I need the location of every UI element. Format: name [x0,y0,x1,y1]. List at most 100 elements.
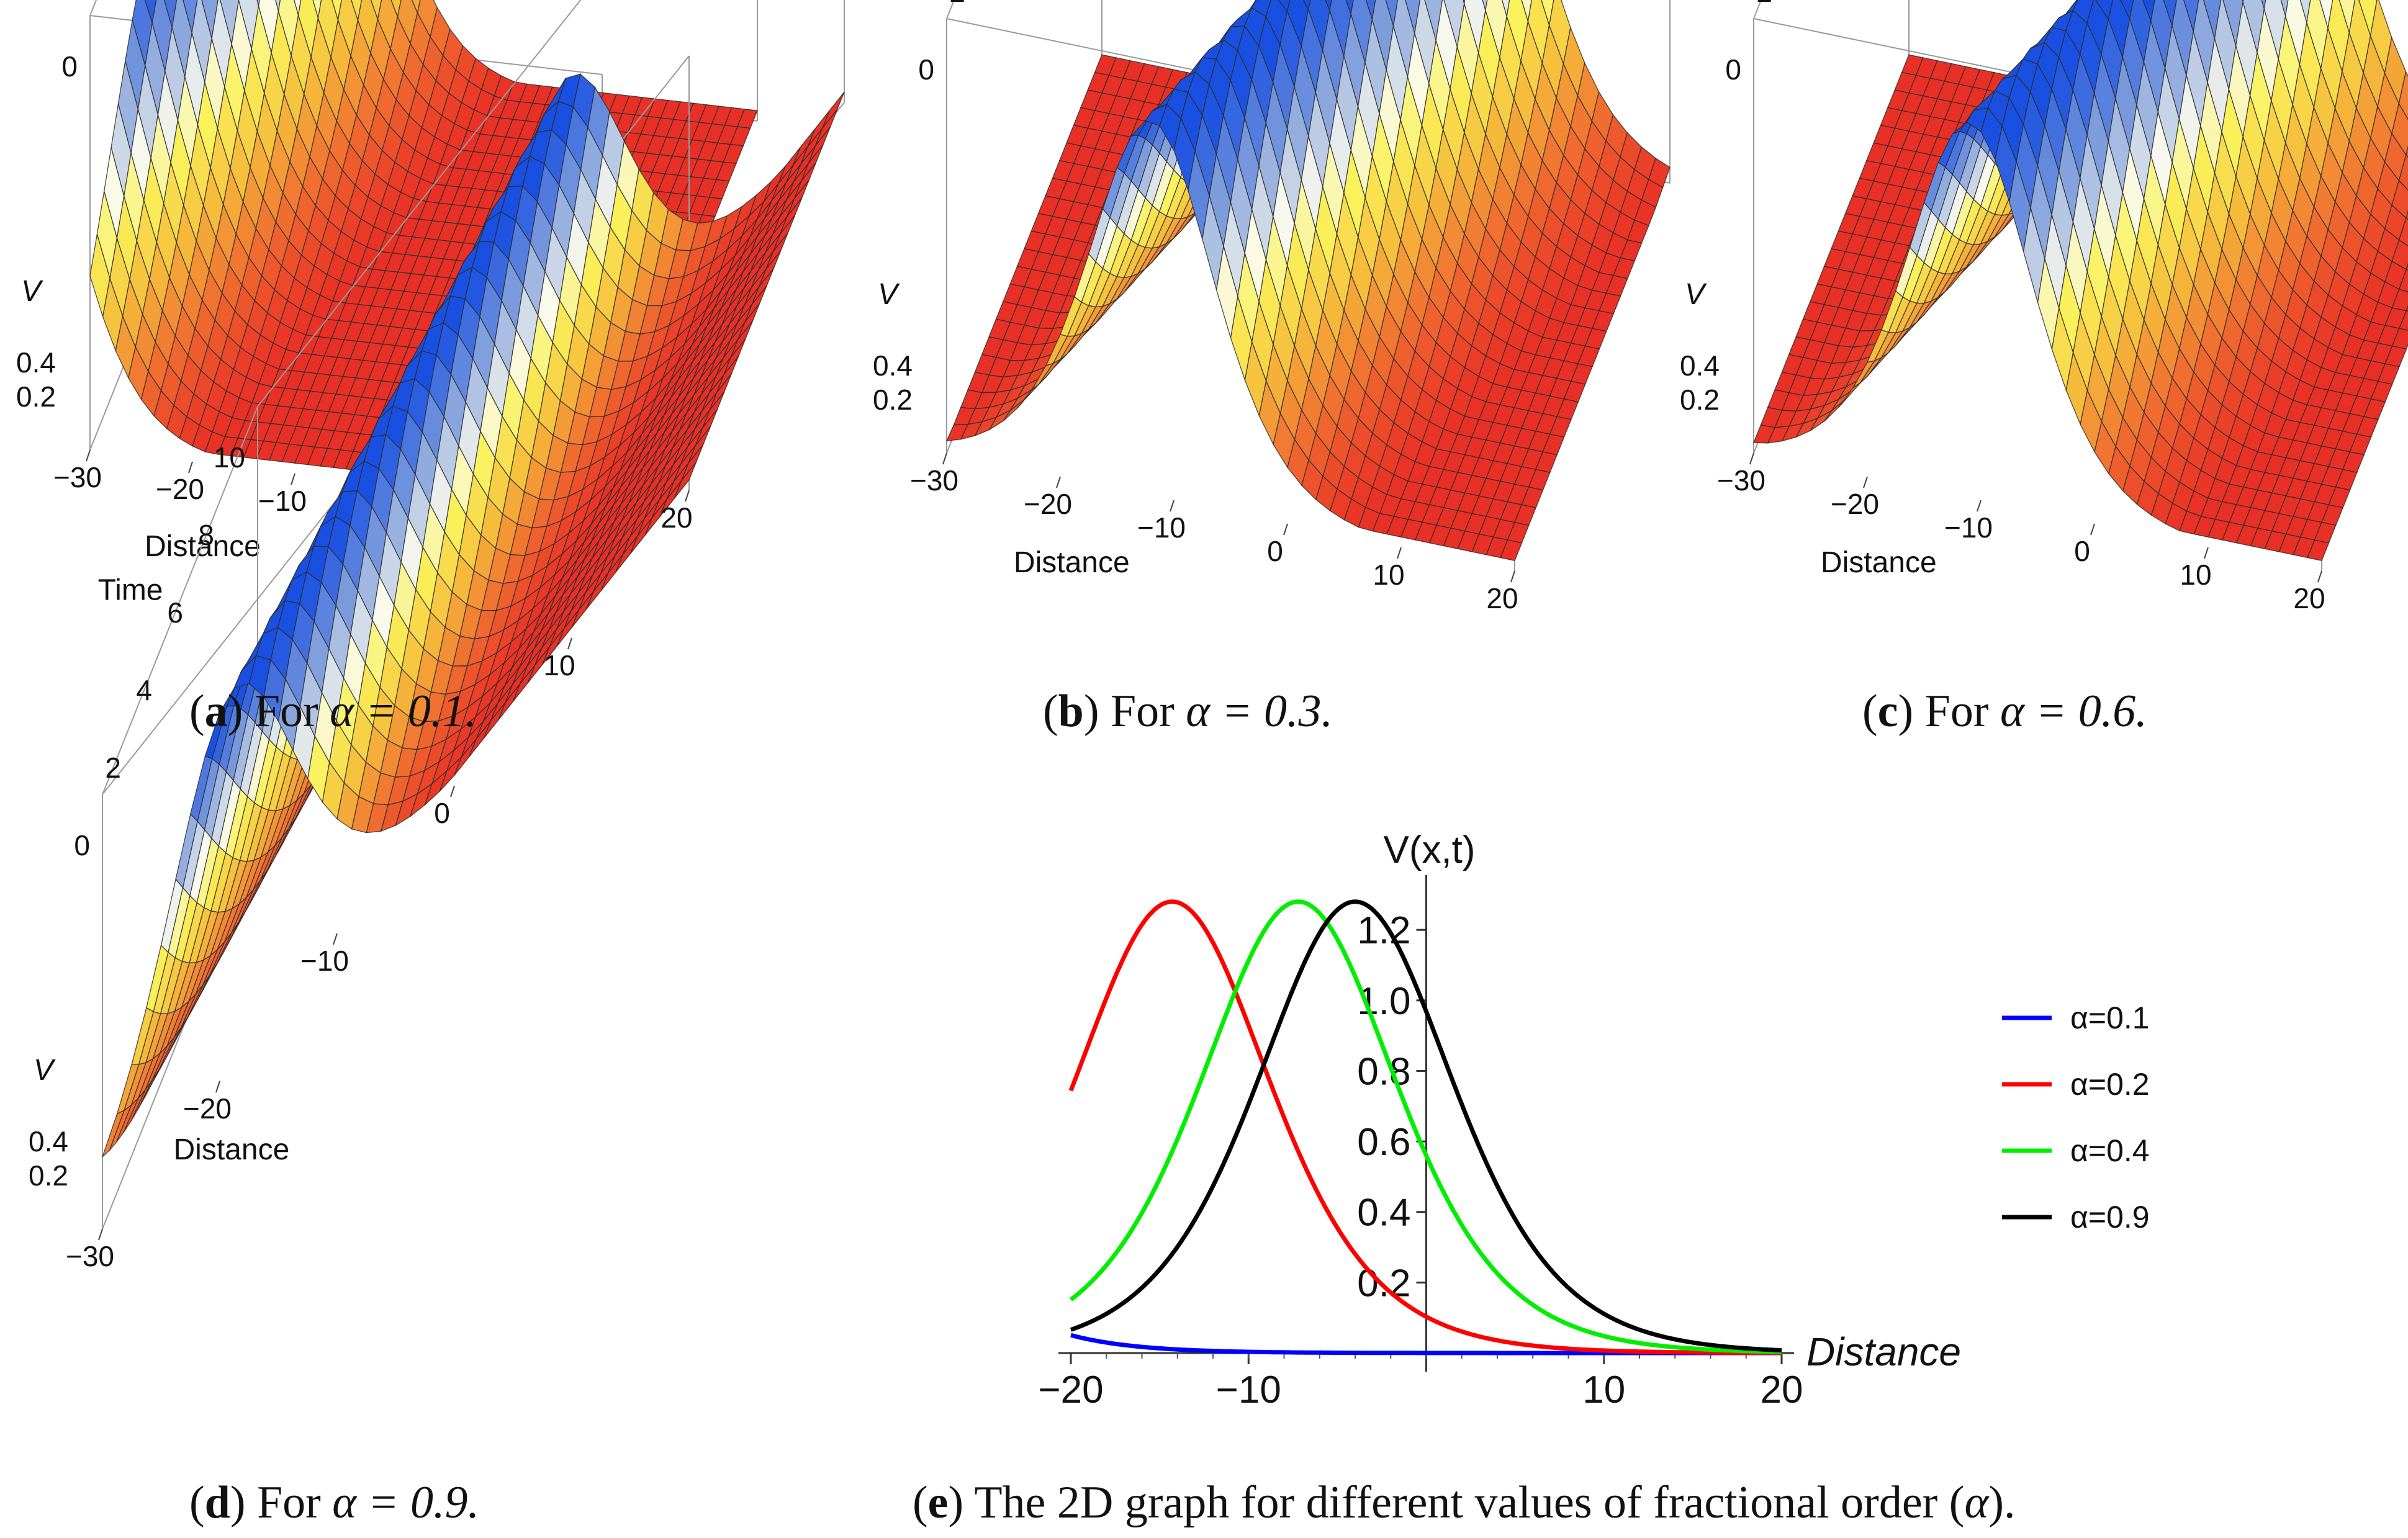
x-tick-mark [1056,476,1061,488]
x-tick-label: 10 [1373,559,1404,591]
time-tick-label: 2 [105,752,121,784]
x-tick-label: −20 [1831,488,1879,520]
x-axis-label: Distance [1014,546,1130,579]
x-tick-mark [450,785,455,798]
legend-label: α=0.9 [2070,1200,2150,1234]
v-tick-label: 0.4 [1680,349,1720,382]
x-tick-label: −30 [66,1240,114,1272]
surface-patch [1482,0,1488,11]
x-tick-label: −10 [300,945,349,977]
caption-math: α = 0.1. [330,686,477,737]
caption-letter: c [1878,686,1898,737]
x-axis-label: Distance [174,1133,290,1166]
x-tick-label: 20 [1486,582,1518,614]
caption-text: For [1913,686,2000,737]
caption-text: For [243,686,330,737]
v-tick-label: 0.2 [873,384,913,416]
time-tick-label: 8 [198,519,214,551]
x-tick-label: −10 [1137,511,1186,544]
caption-math: α = 0.6. [2000,686,2147,737]
x-tick-mark [1510,570,1515,583]
surface-patch [2406,210,2408,220]
v-axis-label: V [1685,278,1707,311]
surface-patch [2280,0,2289,17]
legend-label: α=0.2 [2070,1067,2150,1102]
x-tick-mark [2204,547,2209,559]
time-tick-label: 0 [918,53,934,86]
box-edge [946,0,955,19]
caption-paren: ( [1043,686,1058,737]
y-tick-label: 1.2 [1357,909,1410,952]
x-tick-label: −10 [258,485,307,517]
x-tick-label: −30 [910,464,958,497]
x-tick-label: −20 [156,473,204,505]
caption-paren: ( [913,1477,928,1528]
caption-paren: ( [189,1477,205,1528]
v-tick-label: 0.2 [29,1159,68,1192]
x-tick-label: 20 [661,501,692,534]
figure-captions: ( a) For α = 0.1. (b) For α = 0.3. (c) For … [189,686,2147,1528]
v-axis-label: V [878,278,900,311]
v-tick-label: 0.2 [16,380,56,413]
surface-mesh [945,0,1671,561]
x-tick-label: −30 [1717,464,1765,497]
surface-mesh [1753,0,2408,561]
caption-paren: ) [1084,686,1099,737]
caption-letter: a [205,686,228,737]
caption-tail: ). [1988,1477,2015,1528]
surface-patch [294,0,302,16]
caption-b: (b) For α = 0.3. [1043,686,1333,737]
x-tick-label: −30 [53,461,102,493]
series-line [1069,899,1782,1354]
box-edge [1753,0,1762,19]
x-tick-mark [333,933,338,945]
caption-c: (c) For α = 0.6. [1862,686,2147,737]
surface-patch [2398,154,2408,191]
caption-paren: ) [228,686,243,737]
x-tick-mark [2317,570,2322,583]
v-axis-label: V [34,1054,56,1087]
y-tick-label: 0.8 [1357,1050,1410,1093]
x-tick-mark [567,637,572,650]
box-edge [102,406,258,795]
y-tick-label: 0.4 [1357,1192,1410,1234]
x-tick-mark [2090,523,2095,536]
surface-patch [2398,217,2408,246]
time-tick-label: 0 [74,829,90,861]
surface-patch [2307,539,2330,561]
surface-patch [674,462,697,499]
v-tick-label: 0.2 [1680,384,1720,416]
caption-e: (e) The 2D graph for different values of… [913,1477,2015,1528]
v-axis-label: V [21,275,43,308]
x-tick-mark [1749,452,1754,465]
x-tick-label: 20 [2293,582,2325,614]
surface-patch [1500,539,1523,561]
v-tick-label: 0.4 [873,349,913,382]
x-tick-mark [215,1081,220,1093]
caption-text: For [245,1477,332,1528]
surface-patch [2406,305,2408,312]
time-tick-label: 2 [949,0,965,8]
caption-paren: ( [1862,686,1878,737]
caption-paren: ) [1898,686,1914,737]
x-tick-label: 10 [543,649,575,681]
caption-math: α [1964,1477,1990,1528]
time-tick-label: 2 [1756,0,1772,8]
caption-text: The 2D graph for different values of fra… [963,1477,1964,1528]
x-tick-mark [685,490,690,502]
surface-patch [2406,263,2408,271]
x-tick-label: 0 [2074,535,2090,567]
surface-patch [2398,269,2408,292]
x-tick-mark [1283,523,1288,536]
time-tick-label: 6 [167,596,183,629]
series-line [1070,899,1782,1353]
caption-letter: b [1058,686,1084,737]
x-tick-label: −10 [1216,1369,1281,1411]
x-tick-mark [188,461,193,474]
v-tick-label: 0.4 [16,346,56,379]
v-tick-label: 0.4 [29,1125,68,1158]
x-tick-label: 10 [2180,559,2211,591]
x-tick-label: 20 [1761,1369,1803,1411]
